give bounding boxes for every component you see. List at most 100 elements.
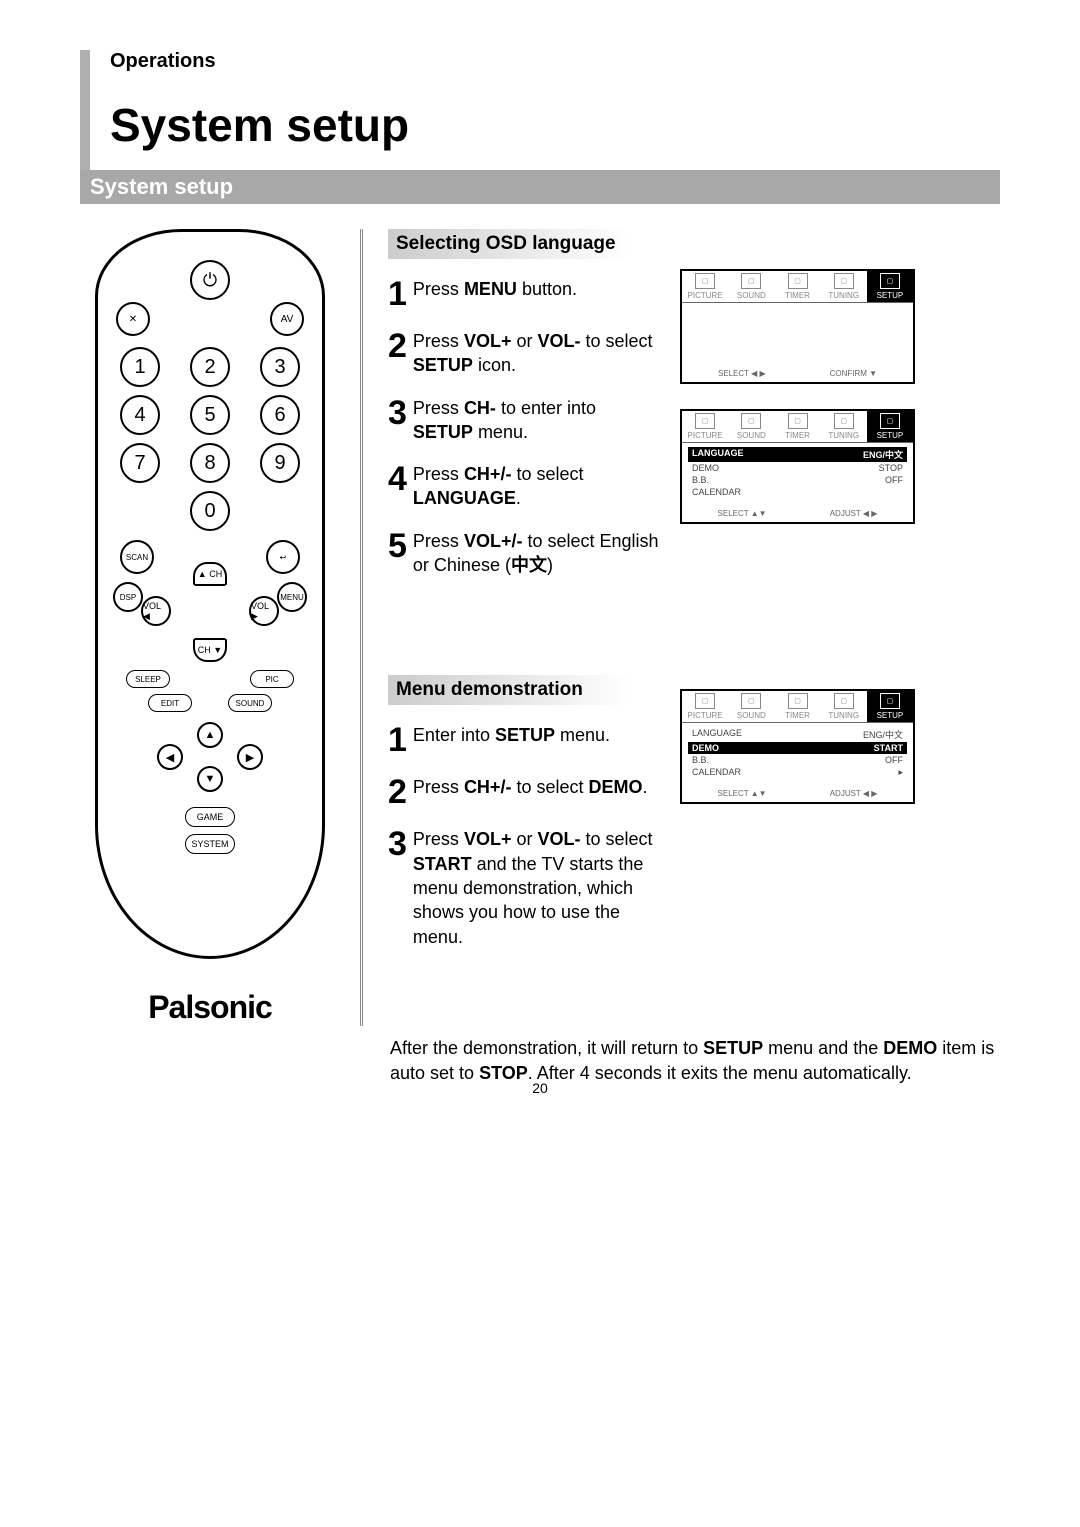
osd-row-label: LANGUAGE xyxy=(692,728,742,741)
osd-row-value: OFF xyxy=(885,475,903,485)
section-heading: System setup xyxy=(80,170,1000,204)
mute-button-icon: ✕ xyxy=(116,302,150,336)
step-text: Press CH- to enter into SETUP menu. xyxy=(413,396,660,445)
osd-tab-label: TUNING xyxy=(828,431,859,440)
osd-tabs: ▢PICTURE▢SOUND▢TIMER▢TUNING▢SETUP xyxy=(682,411,913,443)
subsection-heading: Menu demonstration xyxy=(388,675,628,705)
osd-tab: ▢TIMER xyxy=(774,411,820,442)
instruction-step: 2Press CH+/- to select DEMO. xyxy=(388,775,660,809)
osd-tab: ▢SOUND xyxy=(728,411,774,442)
osd-tab-icon: ▢ xyxy=(695,413,715,429)
osd-tab-label: SETUP xyxy=(877,711,904,720)
osd-screen: ▢PICTURE▢SOUND▢TIMER▢TUNING▢SETUP LANGUA… xyxy=(680,409,915,524)
osd-footer-select: SELECT ◀ ▶ xyxy=(718,369,766,378)
page-title: System setup xyxy=(110,98,1000,152)
digit-button: 9 xyxy=(260,443,300,483)
step-text: Press MENU button. xyxy=(413,277,577,301)
step-number: 2 xyxy=(388,775,407,809)
osd-tab-icon: ▢ xyxy=(834,413,854,429)
osd-tab-label: TIMER xyxy=(785,431,810,440)
step-text: Press VOL+ or VOL- to select SETUP icon. xyxy=(413,329,660,378)
osd-row-label: LANGUAGE xyxy=(692,448,744,461)
osd-menu-row: B.B.OFF xyxy=(688,474,907,486)
arrow-up-icon: ▲ xyxy=(197,722,223,748)
number-pad: 1 2 3 4 5 6 7 8 9 0 xyxy=(113,347,307,531)
osd-menu-row: DEMO START xyxy=(688,742,907,754)
arrow-left-icon: ◀ xyxy=(157,744,183,770)
osd-tab-icon: ▢ xyxy=(695,273,715,289)
osd-menu-row: CALENDAR xyxy=(688,486,907,498)
osd-row-label: CALENDAR xyxy=(692,487,741,497)
osd-tab-label: SETUP xyxy=(877,291,904,300)
osd-row-label: DEMO xyxy=(692,463,719,473)
step-text: Press VOL+ or VOL- to select START and t… xyxy=(413,827,660,948)
osd-tab: ▢ PICTURE xyxy=(682,411,728,442)
sound-button-icon: SOUND xyxy=(228,694,272,712)
pic-button-icon: PIC xyxy=(250,670,294,688)
osd-tabs: ▢ PICTURE ▢SOUND▢TIMER ▢ TUNING ▢SETUP xyxy=(682,691,913,723)
osd-row-value: ▸ xyxy=(898,767,903,778)
osd-screen: ▢ PICTURE ▢SOUND▢TIMER ▢ TUNING ▢SETUP LANGUA… xyxy=(680,689,915,804)
osd-tab: ▢ SOUND xyxy=(728,271,774,302)
osd-menu-row: LANGUAGE ENG/中文 xyxy=(688,727,907,742)
step-number: 4 xyxy=(388,462,407,496)
osd-screen: ▢PICTURE▢SOUND▢TIMER▢TUNING▢SETUP SELECT… xyxy=(680,269,915,384)
av-button-icon: AV xyxy=(270,302,304,336)
digit-button: 2 xyxy=(190,347,230,387)
osd-menu-row: B.B.OFF xyxy=(688,754,907,766)
arrow-right-icon: ▶ xyxy=(237,744,263,770)
step-number: 2 xyxy=(388,329,407,363)
osd-column: ▢PICTURE▢SOUND▢TIMER▢TUNING▢SETUP SELECT… xyxy=(680,229,1000,1026)
osd-tab-label: PICTURE xyxy=(688,711,723,720)
followup-paragraph: After the demonstration, it will return … xyxy=(390,1036,1000,1086)
osd-tab: ▢TIMER xyxy=(774,691,820,722)
osd-tab-icon: ▢ xyxy=(741,693,761,709)
step-number: 3 xyxy=(388,396,407,430)
osd-tab-icon: ▢ xyxy=(880,273,900,289)
dpad: ▲ ▼ ◀ ▶ xyxy=(155,722,265,792)
instruction-step: 3Press CH- to enter into SETUP menu. xyxy=(388,396,660,445)
osd-tab-label: TIMER xyxy=(785,711,810,720)
osd-row-value: START xyxy=(874,743,903,753)
osd-row-value: ENG/中文 xyxy=(863,728,903,741)
osd-tab-label: PICTURE xyxy=(688,431,723,440)
osd-tab-label: SOUND xyxy=(737,431,766,440)
vol-down-icon: VOL ◀ xyxy=(141,596,171,626)
instruction-step: 4Press CH+/- to select LANGUAGE. xyxy=(388,462,660,511)
osd-row-value: OFF xyxy=(885,755,903,765)
osd-row-label: CALENDAR xyxy=(692,767,741,778)
osd-tab: ▢SETUP xyxy=(867,411,913,442)
step-number: 1 xyxy=(388,723,407,757)
digit-button: 0 xyxy=(190,491,230,531)
remote-column: ⏻ ✕ AV 1 2 3 4 5 6 7 8 9 0 SCAN xyxy=(80,229,340,1026)
osd-tabs: ▢PICTURE▢SOUND▢TIMER▢TUNING▢SETUP xyxy=(682,271,913,303)
osd-menu-row: DEMOSTOP xyxy=(688,462,907,474)
digit-button: 1 xyxy=(120,347,160,387)
step-text: Press CH+/- to select DEMO. xyxy=(413,775,648,799)
osd-row-label: DEMO xyxy=(692,743,719,753)
osd-tab-icon: ▢ xyxy=(788,273,808,289)
osd-tab-icon: ▢ xyxy=(880,413,900,429)
digit-button: 5 xyxy=(190,395,230,435)
menu-button-icon: MENU xyxy=(277,582,307,612)
digit-button: 7 xyxy=(120,443,160,483)
osd-tab: ▢ SETUP xyxy=(867,271,913,302)
osd-tab-label: TUNING xyxy=(828,291,859,300)
osd-tab-label: TUNING xyxy=(828,711,859,720)
osd-tab-icon: ▢ xyxy=(834,693,854,709)
digit-button: 8 xyxy=(190,443,230,483)
system-button-icon: SYSTEM xyxy=(185,834,235,854)
osd-tab-label: SOUND xyxy=(737,291,766,300)
osd-tab: ▢SETUP xyxy=(867,691,913,722)
osd-tab: ▢SOUND xyxy=(728,691,774,722)
osd-footer-select: SELECT ▲▼ xyxy=(718,509,767,518)
remote-illustration: ⏻ ✕ AV 1 2 3 4 5 6 7 8 9 0 SCAN xyxy=(95,229,325,959)
instruction-step: 2Press VOL+ or VOL- to select SETUP icon… xyxy=(388,329,660,378)
osd-tab-icon: ▢ xyxy=(741,273,761,289)
osd-tab-label: PICTURE xyxy=(688,291,723,300)
osd-tab: ▢ TUNING xyxy=(821,691,867,722)
osd-tab: ▢TUNING xyxy=(821,271,867,302)
instruction-step: 5Press VOL+/- to select English or Chine… xyxy=(388,529,660,578)
step-text: Press CH+/- to select LANGUAGE. xyxy=(413,462,660,511)
osd-menu-row: LANGUAGEENG/中文 xyxy=(688,447,907,462)
